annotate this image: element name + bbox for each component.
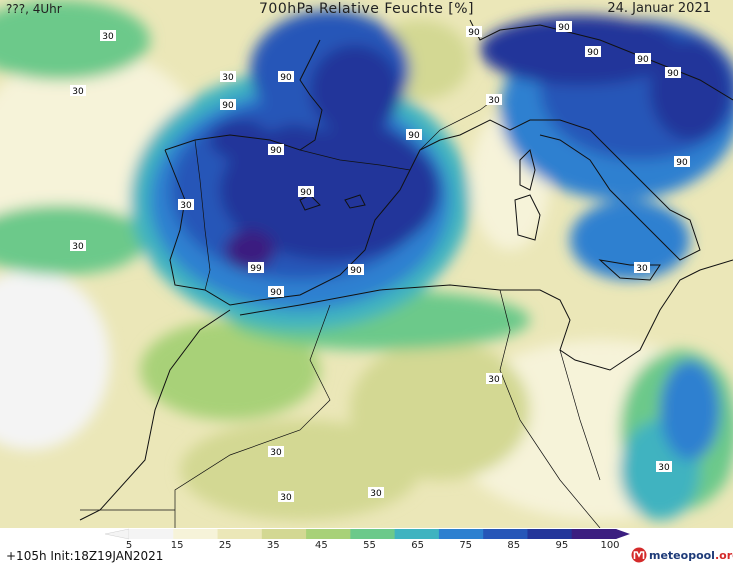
legend-ticks: 5 15 25 35 45 55 65 75 85 95 100 bbox=[0, 540, 733, 554]
legend-tick-label: 85 bbox=[507, 540, 521, 551]
legend-tick-label: 100 bbox=[600, 540, 620, 551]
meteopool-logo[interactable]: meteopool.org bbox=[631, 545, 733, 565]
legend-swatch bbox=[527, 529, 573, 539]
valid-day-time: ???, 4Uhr bbox=[6, 2, 62, 16]
contour-label: 99 bbox=[250, 264, 262, 274]
contour-label: 30 bbox=[370, 489, 382, 499]
logo-icon bbox=[631, 547, 647, 563]
legend-swatch bbox=[173, 529, 219, 539]
contour-label: 30 bbox=[270, 448, 282, 458]
legend-left-arrow bbox=[105, 528, 130, 540]
humidity-map: 30 30 30 90 90 90 90 90 90 90 90 30 30 9… bbox=[0, 0, 733, 528]
legend-swatch bbox=[394, 529, 440, 539]
legend-tick-label: 5 bbox=[125, 540, 133, 551]
legend-swatch bbox=[350, 529, 396, 539]
legend-right-arrow bbox=[616, 529, 630, 539]
legend-tick-label: 95 bbox=[555, 540, 569, 551]
contour-label: 30 bbox=[488, 96, 500, 106]
contour-label: 90 bbox=[270, 288, 282, 298]
legend-swatches bbox=[105, 528, 630, 540]
legend-swatch bbox=[129, 529, 174, 539]
legend-tick-label: 75 bbox=[459, 540, 473, 551]
color-legend bbox=[105, 528, 630, 540]
contour-label: 90 bbox=[667, 69, 679, 79]
contour-label: 90 bbox=[270, 146, 282, 156]
contour-label: 90 bbox=[300, 188, 312, 198]
contour-labels: 30 30 30 90 90 90 90 90 90 90 90 30 30 9… bbox=[70, 21, 690, 503]
legend-tick-label: 45 bbox=[315, 540, 328, 551]
contour-label: 90 bbox=[468, 28, 480, 38]
contour-label: 30 bbox=[102, 32, 114, 42]
contour-label: 30 bbox=[72, 87, 84, 97]
legend-swatch bbox=[261, 529, 307, 539]
contour-label: 90 bbox=[408, 131, 420, 141]
chart-title: 700hPa Relative Feuchte [%] bbox=[259, 1, 474, 17]
contour-label: 30 bbox=[222, 73, 234, 83]
contour-label: 30 bbox=[658, 463, 670, 473]
contour-label: 30 bbox=[280, 493, 292, 503]
country-borders bbox=[80, 94, 601, 528]
legend-swatch bbox=[438, 529, 484, 539]
contour-label: 90 bbox=[350, 266, 362, 276]
contour-label: 30 bbox=[488, 375, 500, 385]
coastlines bbox=[79, 19, 733, 521]
legend-swatch bbox=[571, 529, 617, 539]
legend-tick-label: 25 bbox=[218, 540, 232, 551]
valid-date: 24. Januar 2021 bbox=[607, 1, 711, 16]
contour-label: 30 bbox=[636, 264, 648, 274]
legend-tick-label: 55 bbox=[363, 540, 376, 551]
legend-swatch bbox=[483, 529, 528, 539]
contour-label: 90 bbox=[222, 101, 234, 111]
legend-tick-label: 15 bbox=[170, 540, 184, 551]
contour-label: 90 bbox=[558, 23, 570, 33]
contour-label: 90 bbox=[676, 158, 688, 168]
contour-label: 30 bbox=[72, 242, 84, 252]
legend-tick-label: 65 bbox=[411, 540, 424, 551]
logo-text: meteopool.org bbox=[649, 548, 733, 562]
contour-label: 90 bbox=[587, 48, 599, 58]
legend-tick-label: 35 bbox=[266, 540, 280, 551]
forecast-run-info: +105h Init:18Z19JAN2021 bbox=[6, 549, 164, 563]
legend-swatch bbox=[217, 529, 263, 539]
contour-label: 90 bbox=[637, 55, 649, 65]
contour-label: 30 bbox=[180, 201, 192, 211]
contour-label: 90 bbox=[280, 73, 292, 83]
humidity-field bbox=[0, 0, 733, 520]
legend-swatch bbox=[306, 529, 351, 539]
